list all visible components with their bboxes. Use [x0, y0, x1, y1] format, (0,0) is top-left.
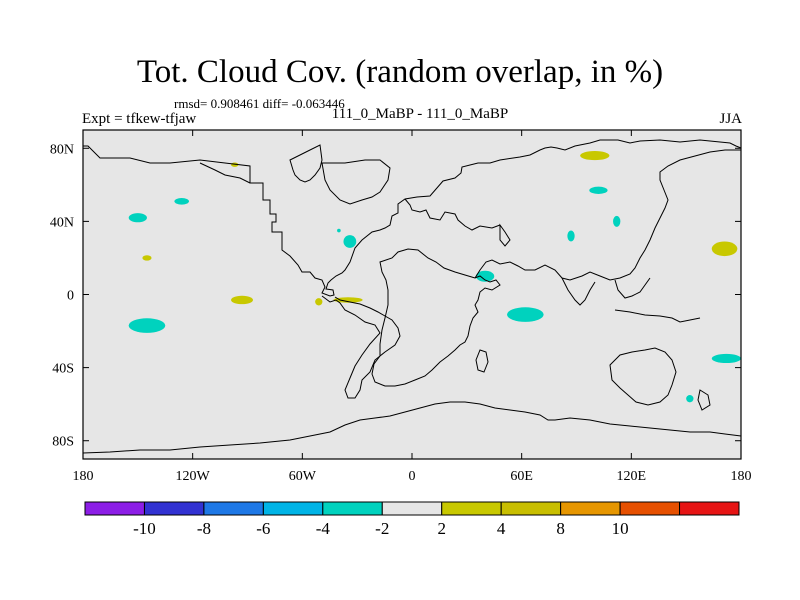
anomaly-region-2	[142, 255, 152, 261]
anomaly-region-16	[686, 395, 694, 403]
chart-title: Tot. Cloud Cov. (random overlap, in %)	[136, 54, 664, 90]
coastline-north-america	[83, 139, 742, 297]
coastline-antarctica	[82, 401, 742, 454]
colorbar-swatch-2	[203, 501, 264, 516]
coastline-africa	[371, 248, 501, 387]
coastline-arctic-islands	[289, 144, 323, 183]
coastline-europe	[404, 198, 501, 231]
colorbar-label: 2	[437, 519, 446, 538]
colorbar: -10 -8 -6 -4 -2 2 4 8 10	[84, 501, 740, 538]
y-tick-label: 40N	[50, 215, 74, 230]
anomaly-layer	[128, 151, 742, 403]
colorbar-swatch-8	[560, 501, 621, 516]
colorbar-swatch-9	[619, 501, 681, 516]
anomaly-region-15	[711, 353, 742, 364]
coastline-layer	[82, 139, 742, 454]
anomaly-region-7	[343, 235, 357, 248]
anomaly-region-1	[174, 197, 190, 205]
coastline-new-zealand	[697, 389, 711, 411]
coastline-middle-east	[474, 149, 741, 281]
colorbar-swatch-5	[381, 501, 443, 516]
coastline-hudson-bay	[199, 162, 251, 184]
x-tick-label: 120W	[176, 469, 211, 484]
coastline-caspian	[499, 223, 511, 247]
anomaly-region-17	[337, 228, 341, 233]
y-tick-label: 80N	[50, 142, 74, 157]
colorbar-label: -4	[316, 519, 331, 538]
axis-layer: 180 120W 60W 0 60E 120E 180 80N 40N 0 40S 80S	[50, 130, 752, 484]
stats-text: rmsd= 0.908461 diff= -0.063446	[174, 96, 345, 111]
y-tick-label: 0	[67, 289, 74, 304]
x-tick-label: 60E	[510, 469, 533, 484]
anomaly-region-11	[613, 215, 621, 227]
x-tick-label: 180	[731, 469, 752, 484]
anomaly-region-13	[580, 151, 610, 161]
x-tick-label: 120E	[617, 469, 647, 484]
coastline-indonesia	[614, 309, 701, 323]
colorbar-label: 4	[497, 519, 506, 538]
coastline-greenland	[321, 159, 391, 205]
map-background	[83, 130, 741, 459]
x-tick-label: 180	[73, 469, 94, 484]
colorbar-swatch-0	[84, 501, 145, 516]
colorbar-swatch-10	[679, 501, 740, 516]
x-tick-label: 60W	[289, 469, 317, 484]
anomaly-region-5	[333, 297, 363, 303]
colorbar-swatch-3	[262, 501, 324, 516]
run-label: 111_0_MaBP - 111_0_MaBP	[331, 106, 509, 122]
anomaly-region-0	[128, 213, 147, 223]
colorbar-label: -2	[375, 519, 389, 538]
anomaly-region-6	[315, 298, 323, 306]
colorbar-label: -6	[256, 519, 270, 538]
colorbar-label: -8	[197, 519, 211, 538]
anomaly-region-8	[475, 270, 495, 282]
coastline-south-america	[321, 295, 401, 399]
colorbar-swatch-6	[441, 501, 502, 516]
colorbar-label: 10	[612, 519, 629, 538]
season-label: JJA	[719, 111, 742, 127]
x-tick-label: 0	[409, 469, 416, 484]
colorbar-swatch-1	[143, 501, 205, 516]
anomaly-region-10	[567, 230, 575, 242]
experiment-label: Expt = tfkew-tfjaw	[82, 111, 197, 127]
colorbar-label: 8	[556, 519, 565, 538]
y-tick-label: 80S	[52, 435, 74, 450]
colorbar-label: -10	[133, 519, 156, 538]
coastline-southeast-asia	[614, 277, 651, 299]
anomaly-region-9	[507, 307, 544, 322]
anomaly-region-12	[589, 186, 608, 194]
y-tick-label: 40S	[52, 362, 74, 377]
coastline-madagascar	[475, 349, 489, 373]
coastline-australia	[609, 347, 677, 406]
anomaly-region-4	[231, 295, 253, 305]
colorbar-swatch-7	[500, 501, 562, 516]
colorbar-swatch-4	[322, 501, 383, 516]
coastline-india	[561, 277, 596, 306]
anomaly-region-14	[711, 241, 738, 257]
anomaly-region-3	[128, 318, 166, 333]
